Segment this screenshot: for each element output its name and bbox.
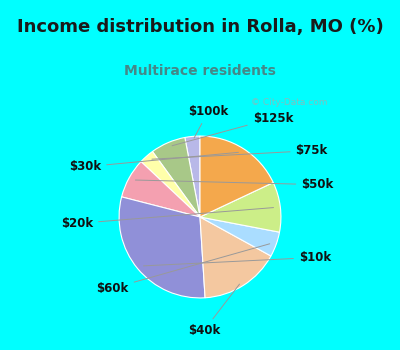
Wedge shape <box>141 152 200 217</box>
Text: $100k: $100k <box>188 105 228 138</box>
Text: $75k: $75k <box>152 144 328 159</box>
Text: $125k: $125k <box>172 112 293 146</box>
Text: $40k: $40k <box>188 284 240 337</box>
Text: © City-Data.com: © City-Data.com <box>251 98 328 107</box>
Text: $60k: $60k <box>96 244 270 295</box>
Wedge shape <box>122 162 200 217</box>
Wedge shape <box>200 136 273 217</box>
Wedge shape <box>119 197 205 298</box>
Text: Income distribution in Rolla, MO (%): Income distribution in Rolla, MO (%) <box>17 18 383 36</box>
Text: $10k: $10k <box>144 251 331 266</box>
Text: $30k: $30k <box>69 152 238 173</box>
Text: Multirace residents: Multirace residents <box>124 64 276 78</box>
Wedge shape <box>200 183 281 232</box>
Text: $20k: $20k <box>61 208 274 230</box>
Wedge shape <box>200 217 280 256</box>
Wedge shape <box>185 136 200 217</box>
Wedge shape <box>200 217 271 298</box>
Text: $50k: $50k <box>136 178 334 191</box>
Wedge shape <box>152 138 200 217</box>
